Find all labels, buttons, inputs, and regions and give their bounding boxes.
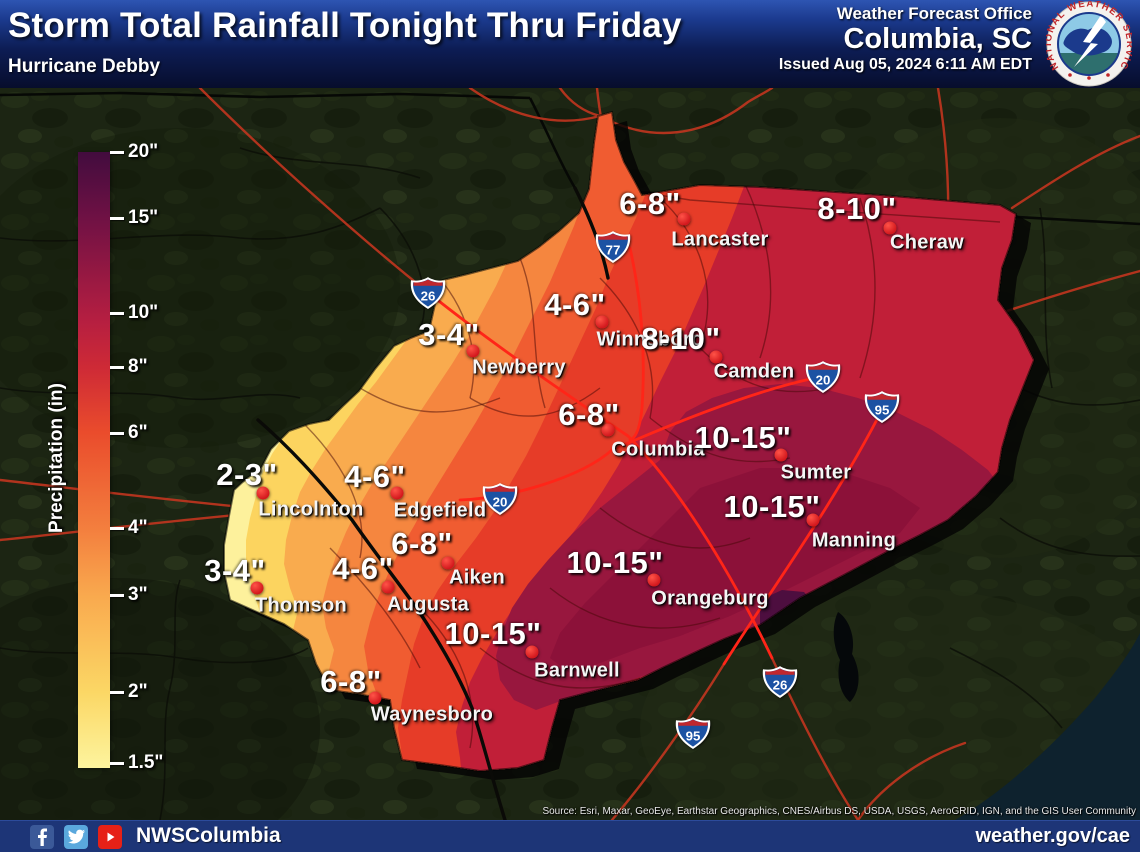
ocean [955, 633, 1140, 820]
office-block: Weather Forecast Office Columbia, SC Iss… [779, 4, 1032, 74]
nws-logo: NATIONAL WEATHER SERVICE [1046, 1, 1132, 87]
county-lines-overlay [297, 183, 1001, 771]
legend-tick-label: 3" [128, 584, 148, 605]
legend-tick-label: 8" [128, 356, 148, 377]
footer-bar: NWSColumbia weather.gov/cae [0, 820, 1140, 852]
legend-tick [110, 151, 124, 154]
overlay-outline [223, 110, 1036, 773]
social-handle: NWSColumbia [136, 824, 281, 847]
legend-tick [110, 527, 124, 530]
storm-name: Hurricane Debby [8, 56, 161, 77]
legend-tick-label: 20" [128, 141, 159, 162]
legend-tick-label: 6" [128, 422, 148, 443]
legend-tick [110, 312, 124, 315]
legend-tick-label: 1.5" [128, 752, 164, 773]
legend-tick-label: 15" [128, 207, 159, 228]
website-url[interactable]: weather.gov/cae [975, 825, 1130, 847]
office-label: Weather Forecast Office [836, 4, 1032, 23]
youtube-icon[interactable] [98, 825, 122, 849]
map-canvas [0, 86, 1140, 852]
legend-tick [110, 762, 124, 765]
source-attribution: Source: Esri, Maxar, GeoEye, Earthstar G… [542, 806, 1136, 817]
legend-tick [110, 217, 124, 220]
legend-tick-label: 2" [128, 681, 148, 702]
legend-tick [110, 594, 124, 597]
rainfall-map [0, 86, 1140, 852]
legend-axis-label: Precipitation (in) [46, 383, 67, 533]
facebook-icon[interactable] [30, 825, 54, 849]
issued-timestamp: Issued Aug 05, 2024 6:11 AM EDT [778, 56, 1032, 73]
legend-tick-label: 10" [128, 302, 159, 323]
legend-tick [110, 432, 124, 435]
county-lines [0, 147, 1140, 821]
legend-tick-label: 4" [128, 517, 148, 538]
river-lines [256, 186, 610, 822]
title-banner: Storm Total Rainfall Tonight Thru Friday… [0, 0, 1140, 88]
precipitation-colorbar [78, 152, 110, 768]
legend-tick [110, 691, 124, 694]
page-title: Storm Total Rainfall Tonight Thru Friday [8, 6, 682, 45]
legend-tick [110, 366, 124, 369]
twitter-icon[interactable] [64, 825, 88, 849]
office-city: Columbia, SC [843, 23, 1032, 55]
lake [833, 612, 859, 702]
